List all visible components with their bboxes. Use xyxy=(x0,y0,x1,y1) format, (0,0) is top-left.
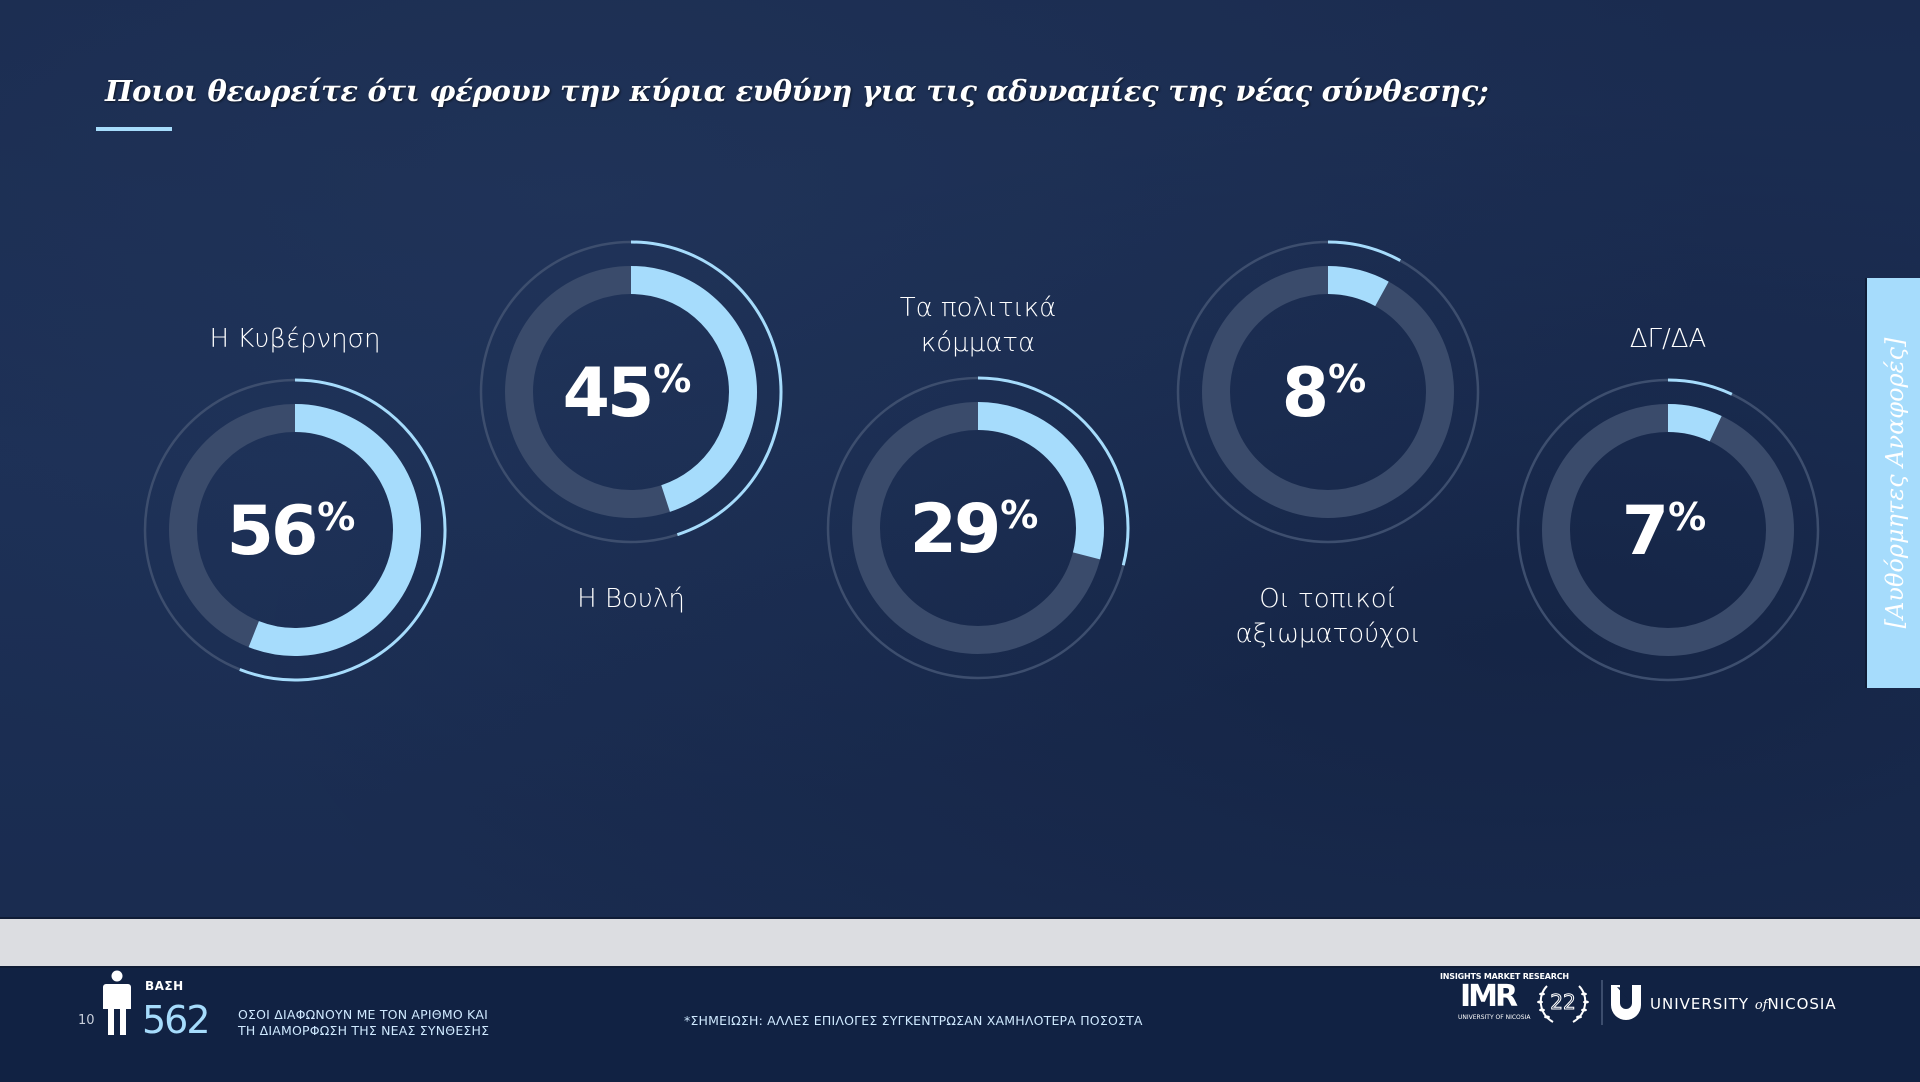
university-of-nicosia-logo-text: UNIVERSITY ofNICOSIA xyxy=(1650,995,1837,1013)
donut-value-number: 8 xyxy=(1281,354,1329,433)
imr-logo-top: INSIGHTS MARKET RESEARCH xyxy=(1440,972,1569,981)
donut-category-label: Η Βουλή xyxy=(577,582,685,617)
imr-logo: INSIGHTS MARKET RESEARCH IMR UNIVERSITY … xyxy=(1440,972,1569,1030)
donut-value-number: 7 xyxy=(1621,492,1669,571)
logo-divider xyxy=(1601,980,1603,1025)
donut-category-label: ΔΓ/ΔΑ xyxy=(1630,322,1707,357)
donut-value-number: 56 xyxy=(226,492,319,571)
donut-value-label: 29% xyxy=(910,496,1039,564)
donut-value-label: 56% xyxy=(227,498,356,566)
donut-category-label: Οι τοπικοί αξιωματούχοι xyxy=(1235,582,1420,652)
imr-logo-main: IMR xyxy=(1460,979,1518,1014)
university-of-text: of xyxy=(1754,998,1768,1013)
donut-category-label-line: αξιωματούχοι xyxy=(1235,619,1421,649)
person-icon xyxy=(103,970,131,1035)
donut-category-label-line: Η Βουλή xyxy=(577,584,685,614)
donut-outer-arc xyxy=(239,378,447,682)
percent-sign: % xyxy=(317,495,356,539)
donut-outer-arc xyxy=(977,376,1130,566)
footnote: *ΣΗΜΕΙΩΣΗ: ΑΛΛΕΣ ΕΠΙΛΟΓΕΣ ΣΥΓΚΕΝΤΡΩΣΑΝ Χ… xyxy=(684,1013,1143,1028)
donut-value-arc xyxy=(248,404,421,656)
percent-sign: % xyxy=(1000,493,1039,537)
donut-category-label-line: Οι τοπικοί xyxy=(1259,584,1397,614)
donut-value-number: 29 xyxy=(909,490,1002,569)
title-underline xyxy=(96,127,172,131)
donut-value-arc xyxy=(1327,266,1389,307)
donut-value-label: 7% xyxy=(1622,498,1706,566)
donut-category-label-line: ΔΓ/ΔΑ xyxy=(1629,324,1707,354)
donut-value-label: 8% xyxy=(1282,360,1366,428)
donut-category-label-line: κόμματα xyxy=(920,328,1036,358)
donut-value-label: 45% xyxy=(563,360,692,428)
donut-value-arc xyxy=(630,266,757,512)
donut-outer-arc xyxy=(1667,378,1733,396)
percent-sign: % xyxy=(1668,495,1707,539)
donut-value-number: 45 xyxy=(562,354,655,433)
donut-category-label-line: Η Κυβέρνηση xyxy=(209,324,381,354)
donut-value-arc xyxy=(1667,404,1722,442)
base-description-line: ΤΗ ΔΙΑΜΟΡΦΩΣΗ ΤΗΣ ΝΕΑΣ ΣΥΝΘΕΣΗΣ xyxy=(238,1023,490,1038)
donut-charts xyxy=(143,240,1820,682)
donut-value-arc xyxy=(977,402,1104,560)
anniversary-22-logo: 22 xyxy=(1537,985,1589,1023)
page-title: Ποιοι θεωρείτε ότι φέρουν την κύρια ευθύ… xyxy=(105,74,1489,108)
base-label: ΒΑΣΗ xyxy=(145,979,184,993)
anniversary-number: 22 xyxy=(1550,990,1575,1014)
base-description: ΟΣΟΙ ΔΙΑΦΩΝΟΥΝ ΜΕ ΤΟΝ ΑΡΙΘΜΟ ΚΑΙ ΤΗ ΔΙΑΜ… xyxy=(238,1007,489,1039)
side-tab-label: [Αυθόρμητες Αναφορές] xyxy=(1880,337,1909,629)
university-text: UNIVERSITY xyxy=(1650,995,1750,1013)
university-of-nicosia-mark-icon xyxy=(1611,985,1641,1020)
donut-category-label: Τα πολιτικά κόμματα xyxy=(900,291,1057,361)
base-value: 562 xyxy=(142,998,211,1042)
page-number: 10 xyxy=(78,1013,95,1028)
imr-logo-bottom: UNIVERSITY OF NICOSIA xyxy=(1458,1014,1531,1021)
footer xyxy=(0,966,1920,1082)
gray-band xyxy=(0,917,1920,968)
percent-sign: % xyxy=(653,357,692,401)
donut-category-label: Η Κυβέρνηση xyxy=(209,322,380,357)
donut-category-label-line: Τα πολιτικά xyxy=(899,293,1057,323)
base-description-line: ΟΣΟΙ ΔΙΑΦΩΝΟΥΝ ΜΕ ΤΟΝ ΑΡΙΘΜΟ ΚΑΙ xyxy=(238,1007,489,1022)
nicosia-text: NICOSIA xyxy=(1767,995,1837,1013)
donut-outer-arc xyxy=(1327,240,1401,262)
side-tab-spontaneous-mentions: [Αυθόρμητες Αναφορές] xyxy=(1865,278,1920,688)
percent-sign: % xyxy=(1328,357,1367,401)
donut-outer-arc xyxy=(630,240,783,537)
